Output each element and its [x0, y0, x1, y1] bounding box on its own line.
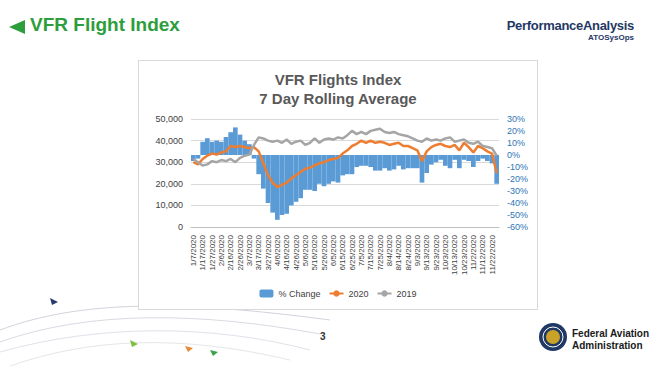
svg-text:11/22/2020: 11/22/2020 [488, 234, 497, 274]
svg-text:2019: 2019 [397, 289, 417, 299]
svg-text:-60%: -60% [507, 222, 528, 232]
svg-text:% Change: % Change [278, 289, 320, 299]
svg-text:0: 0 [178, 222, 183, 232]
svg-text:50,000: 50,000 [155, 114, 183, 124]
svg-text:7/15/2020: 7/15/2020 [366, 234, 375, 270]
svg-text:2/26/2020: 2/26/2020 [236, 234, 245, 270]
svg-text:2/6/2020: 2/6/2020 [217, 234, 226, 266]
svg-text:6/5/2020: 6/5/2020 [329, 234, 338, 266]
svg-text:9/3/2020: 9/3/2020 [413, 234, 422, 266]
svg-text:1/27/2020: 1/27/2020 [208, 234, 217, 270]
svg-text:3/7/2020: 3/7/2020 [245, 234, 254, 266]
svg-text:11/2/2020: 11/2/2020 [469, 234, 478, 270]
svg-text:2/16/2020: 2/16/2020 [226, 234, 235, 270]
svg-text:6/15/2020: 6/15/2020 [338, 234, 347, 270]
html-text:VFR Flight Index: VFR Flight Index [30, 14, 180, 35]
svg-text:10,000: 10,000 [155, 200, 183, 210]
svg-text:20%: 20% [507, 126, 525, 136]
svg-text:3/17/2020: 3/17/2020 [254, 234, 263, 270]
svg-text:8/14/2020: 8/14/2020 [394, 234, 403, 270]
html-text:3: 3 [320, 331, 326, 342]
svg-text:3/27/2020: 3/27/2020 [264, 234, 273, 270]
svg-text:10%: 10% [507, 138, 525, 148]
svg-text:-20%: -20% [507, 174, 528, 184]
svg-text:7/25/2020: 7/25/2020 [376, 234, 385, 270]
svg-text:1/7/2020: 1/7/2020 [189, 234, 198, 266]
svg-text:4/26/2020: 4/26/2020 [292, 234, 301, 270]
svg-text:6/25/2020: 6/25/2020 [348, 234, 357, 270]
svg-text:5/6/2020: 5/6/2020 [301, 234, 310, 266]
svg-text:-40%: -40% [507, 198, 528, 208]
svg-text:VFR Flights Index: VFR Flights Index [275, 71, 402, 88]
svg-text:7 Day Rolling Average: 7 Day Rolling Average [259, 90, 416, 107]
html-text:Federal Aviation: Federal Aviation [572, 328, 650, 339]
svg-text:10/3/2020: 10/3/2020 [441, 234, 450, 270]
svg-text:0%: 0% [507, 150, 520, 160]
svg-text:10/13/2020: 10/13/2020 [450, 234, 459, 275]
svg-text:40,000: 40,000 [155, 136, 183, 146]
svg-text:1/17/2020: 1/17/2020 [198, 234, 207, 270]
svg-text:30,000: 30,000 [155, 157, 183, 167]
svg-text:7/5/2020: 7/5/2020 [357, 234, 366, 266]
svg-text:-30%: -30% [507, 186, 528, 196]
svg-text:10/23/2020: 10/23/2020 [460, 234, 469, 275]
svg-text:5/26/2020: 5/26/2020 [320, 234, 329, 270]
svg-text:-50%: -50% [507, 210, 528, 220]
html-text:ATOSysOps: ATOSysOps [588, 33, 634, 42]
svg-text:8/24/2020: 8/24/2020 [404, 234, 413, 270]
svg-text:5/16/2020: 5/16/2020 [310, 234, 319, 270]
html-text:PerformanceAnalysis: PerformanceAnalysis [506, 18, 634, 33]
svg-text:4/6/2020: 4/6/2020 [273, 234, 282, 266]
svg-text:9/13/2020: 9/13/2020 [422, 234, 431, 270]
svg-text:-10%: -10% [507, 162, 528, 172]
svg-text:20,000: 20,000 [155, 179, 183, 189]
html-text:Administration: Administration [572, 340, 643, 351]
svg-text:4/16/2020: 4/16/2020 [282, 234, 291, 270]
svg-text:9/23/2020: 9/23/2020 [432, 234, 441, 270]
svg-text:2020: 2020 [348, 289, 368, 299]
svg-text:8/4/2020: 8/4/2020 [385, 234, 394, 266]
svg-text:11/12/2020: 11/12/2020 [478, 234, 487, 274]
svg-text:30%: 30% [507, 114, 525, 124]
